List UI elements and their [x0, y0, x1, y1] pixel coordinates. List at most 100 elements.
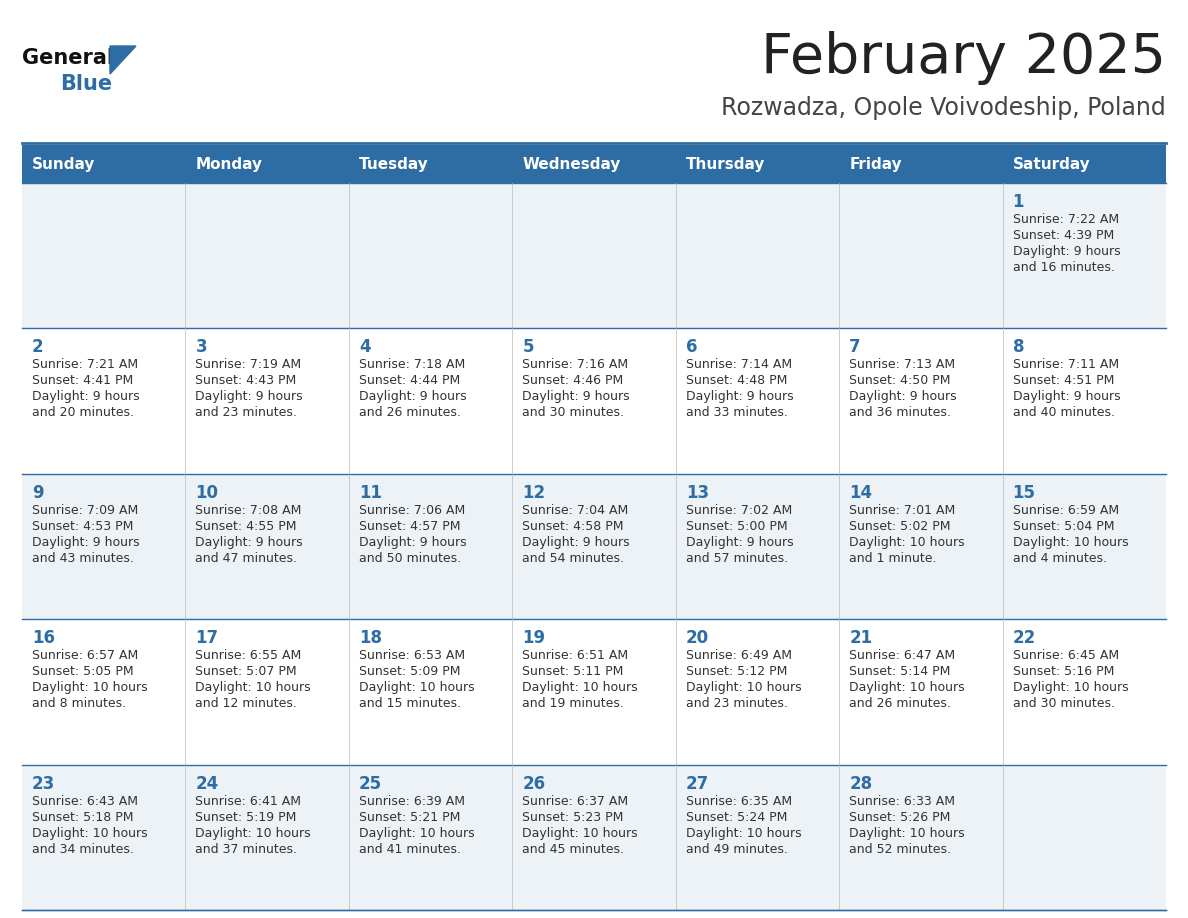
Text: Sunset: 5:05 PM: Sunset: 5:05 PM: [32, 666, 133, 678]
Text: Sunset: 5:14 PM: Sunset: 5:14 PM: [849, 666, 950, 678]
FancyBboxPatch shape: [185, 145, 349, 183]
Text: Daylight: 9 hours: Daylight: 9 hours: [359, 536, 467, 549]
Text: Sunrise: 7:18 AM: Sunrise: 7:18 AM: [359, 358, 466, 372]
Text: 22: 22: [1012, 629, 1036, 647]
Text: Sunset: 4:43 PM: Sunset: 4:43 PM: [196, 375, 297, 387]
Text: Daylight: 9 hours: Daylight: 9 hours: [32, 536, 140, 549]
Text: and 15 minutes.: and 15 minutes.: [359, 697, 461, 711]
Text: 8: 8: [1012, 339, 1024, 356]
FancyBboxPatch shape: [23, 765, 1165, 910]
Text: and 23 minutes.: and 23 minutes.: [685, 697, 788, 711]
Text: 19: 19: [523, 629, 545, 647]
Text: and 57 minutes.: and 57 minutes.: [685, 552, 788, 565]
Text: 20: 20: [685, 629, 709, 647]
Text: Sunset: 5:07 PM: Sunset: 5:07 PM: [196, 666, 297, 678]
Text: Sunrise: 6:33 AM: Sunrise: 6:33 AM: [849, 795, 955, 808]
Text: Daylight: 10 hours: Daylight: 10 hours: [196, 681, 311, 694]
Text: Daylight: 9 hours: Daylight: 9 hours: [523, 536, 630, 549]
Text: Sunday: Sunday: [32, 156, 95, 172]
Text: and 40 minutes.: and 40 minutes.: [1012, 407, 1114, 420]
Text: Daylight: 9 hours: Daylight: 9 hours: [1012, 245, 1120, 258]
Text: Sunrise: 7:16 AM: Sunrise: 7:16 AM: [523, 358, 628, 372]
Text: and 19 minutes.: and 19 minutes.: [523, 697, 624, 711]
Text: and 1 minute.: and 1 minute.: [849, 552, 936, 565]
Text: Sunset: 5:09 PM: Sunset: 5:09 PM: [359, 666, 461, 678]
Text: Sunrise: 6:43 AM: Sunrise: 6:43 AM: [32, 795, 138, 808]
FancyBboxPatch shape: [839, 145, 1003, 183]
Text: and 34 minutes.: and 34 minutes.: [32, 843, 134, 856]
Text: and 4 minutes.: and 4 minutes.: [1012, 552, 1106, 565]
Text: and 52 minutes.: and 52 minutes.: [849, 843, 952, 856]
Text: Daylight: 10 hours: Daylight: 10 hours: [685, 681, 802, 694]
Text: Daylight: 10 hours: Daylight: 10 hours: [523, 826, 638, 840]
Text: Sunrise: 7:22 AM: Sunrise: 7:22 AM: [1012, 213, 1119, 226]
Text: 3: 3: [196, 339, 207, 356]
Text: and 49 minutes.: and 49 minutes.: [685, 843, 788, 856]
Text: Daylight: 9 hours: Daylight: 9 hours: [359, 390, 467, 403]
Text: 26: 26: [523, 775, 545, 792]
Text: 1: 1: [1012, 193, 1024, 211]
Polygon shape: [110, 46, 135, 74]
Text: 11: 11: [359, 484, 381, 502]
Text: 9: 9: [32, 484, 44, 502]
Text: Sunset: 4:58 PM: Sunset: 4:58 PM: [523, 520, 624, 532]
Text: General: General: [23, 48, 114, 68]
Text: Daylight: 9 hours: Daylight: 9 hours: [685, 536, 794, 549]
Text: Daylight: 9 hours: Daylight: 9 hours: [685, 390, 794, 403]
Text: Sunrise: 6:51 AM: Sunrise: 6:51 AM: [523, 649, 628, 662]
Text: Sunrise: 7:01 AM: Sunrise: 7:01 AM: [849, 504, 955, 517]
Text: Sunrise: 6:53 AM: Sunrise: 6:53 AM: [359, 649, 465, 662]
FancyBboxPatch shape: [23, 620, 1165, 765]
Text: 16: 16: [32, 629, 55, 647]
Text: Rozwadza, Opole Voivodeship, Poland: Rozwadza, Opole Voivodeship, Poland: [721, 96, 1165, 120]
Text: 6: 6: [685, 339, 697, 356]
Text: and 43 minutes.: and 43 minutes.: [32, 552, 134, 565]
FancyBboxPatch shape: [23, 329, 1165, 474]
Text: 4: 4: [359, 339, 371, 356]
Text: and 33 minutes.: and 33 minutes.: [685, 407, 788, 420]
Text: Sunrise: 6:47 AM: Sunrise: 6:47 AM: [849, 649, 955, 662]
Text: Sunrise: 7:19 AM: Sunrise: 7:19 AM: [196, 358, 302, 372]
Text: Wednesday: Wednesday: [523, 156, 620, 172]
Text: 7: 7: [849, 339, 861, 356]
Text: and 45 minutes.: and 45 minutes.: [523, 843, 624, 856]
Text: Daylight: 10 hours: Daylight: 10 hours: [685, 826, 802, 840]
Text: Sunset: 5:04 PM: Sunset: 5:04 PM: [1012, 520, 1114, 532]
Text: Saturday: Saturday: [1012, 156, 1091, 172]
Text: and 30 minutes.: and 30 minutes.: [523, 407, 624, 420]
Text: Sunset: 4:53 PM: Sunset: 4:53 PM: [32, 520, 133, 532]
Text: Sunset: 5:02 PM: Sunset: 5:02 PM: [849, 520, 950, 532]
Text: Daylight: 10 hours: Daylight: 10 hours: [196, 826, 311, 840]
Text: Blue: Blue: [59, 74, 112, 94]
Text: Sunset: 4:48 PM: Sunset: 4:48 PM: [685, 375, 788, 387]
Text: Daylight: 10 hours: Daylight: 10 hours: [1012, 681, 1129, 694]
Text: Daylight: 10 hours: Daylight: 10 hours: [359, 681, 474, 694]
Text: Sunset: 4:57 PM: Sunset: 4:57 PM: [359, 520, 461, 532]
Text: Sunrise: 6:49 AM: Sunrise: 6:49 AM: [685, 649, 791, 662]
Text: Sunset: 4:41 PM: Sunset: 4:41 PM: [32, 375, 133, 387]
Text: and 20 minutes.: and 20 minutes.: [32, 407, 134, 420]
Text: Daylight: 10 hours: Daylight: 10 hours: [32, 826, 147, 840]
Text: Sunset: 4:46 PM: Sunset: 4:46 PM: [523, 375, 624, 387]
Text: Sunrise: 6:57 AM: Sunrise: 6:57 AM: [32, 649, 138, 662]
Text: Daylight: 10 hours: Daylight: 10 hours: [32, 681, 147, 694]
Text: Daylight: 9 hours: Daylight: 9 hours: [523, 390, 630, 403]
Text: and 41 minutes.: and 41 minutes.: [359, 843, 461, 856]
Text: 28: 28: [849, 775, 872, 792]
Text: Sunset: 5:18 PM: Sunset: 5:18 PM: [32, 811, 133, 823]
Text: 14: 14: [849, 484, 872, 502]
Text: and 47 minutes.: and 47 minutes.: [196, 552, 297, 565]
Text: 15: 15: [1012, 484, 1036, 502]
Text: Daylight: 10 hours: Daylight: 10 hours: [1012, 536, 1129, 549]
Text: Sunrise: 6:45 AM: Sunrise: 6:45 AM: [1012, 649, 1119, 662]
Text: 17: 17: [196, 629, 219, 647]
Text: Sunset: 4:51 PM: Sunset: 4:51 PM: [1012, 375, 1114, 387]
Text: Daylight: 9 hours: Daylight: 9 hours: [196, 390, 303, 403]
Text: 21: 21: [849, 629, 872, 647]
Text: Thursday: Thursday: [685, 156, 765, 172]
Text: 13: 13: [685, 484, 709, 502]
Text: Sunset: 5:23 PM: Sunset: 5:23 PM: [523, 811, 624, 823]
FancyBboxPatch shape: [349, 145, 512, 183]
Text: and 26 minutes.: and 26 minutes.: [849, 697, 952, 711]
Text: and 16 minutes.: and 16 minutes.: [1012, 261, 1114, 274]
